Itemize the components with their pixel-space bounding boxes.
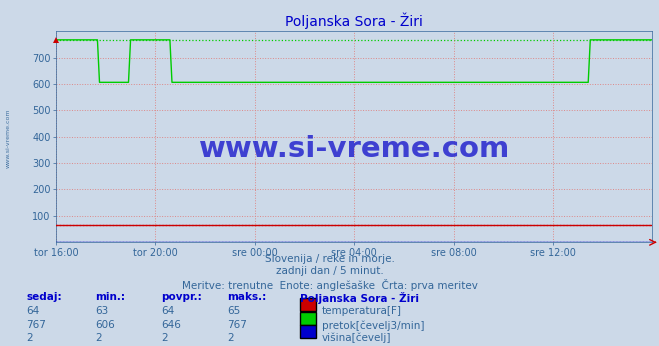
Title: Poljanska Sora - Žiri: Poljanska Sora - Žiri: [285, 12, 423, 29]
Text: 2: 2: [227, 333, 234, 343]
Text: 2: 2: [161, 333, 168, 343]
Text: 64: 64: [161, 306, 175, 316]
Text: min.:: min.:: [96, 292, 126, 302]
Text: www.si-vreme.com: www.si-vreme.com: [6, 109, 11, 168]
Text: 2: 2: [26, 333, 33, 343]
Text: 767: 767: [26, 320, 46, 330]
Text: maks.:: maks.:: [227, 292, 267, 302]
Text: 606: 606: [96, 320, 115, 330]
Text: 2: 2: [96, 333, 102, 343]
Text: povpr.:: povpr.:: [161, 292, 202, 302]
Text: 646: 646: [161, 320, 181, 330]
Text: 767: 767: [227, 320, 247, 330]
Text: zadnji dan / 5 minut.: zadnji dan / 5 minut.: [275, 266, 384, 276]
Text: Meritve: trenutne  Enote: anglešaške  Črta: prva meritev: Meritve: trenutne Enote: anglešaške Črta…: [182, 279, 477, 291]
Text: www.si-vreme.com: www.si-vreme.com: [198, 135, 510, 163]
Text: višina[čevelj]: višina[čevelj]: [322, 333, 391, 343]
Text: temperatura[F]: temperatura[F]: [322, 306, 401, 316]
Text: 63: 63: [96, 306, 109, 316]
Text: Poljanska Sora - Žiri: Poljanska Sora - Žiri: [300, 292, 419, 304]
Text: Slovenija / reke in morje.: Slovenija / reke in morje.: [264, 254, 395, 264]
Text: 64: 64: [26, 306, 40, 316]
Text: 65: 65: [227, 306, 241, 316]
Text: pretok[čevelj3/min]: pretok[čevelj3/min]: [322, 320, 424, 330]
Text: sedaj:: sedaj:: [26, 292, 62, 302]
